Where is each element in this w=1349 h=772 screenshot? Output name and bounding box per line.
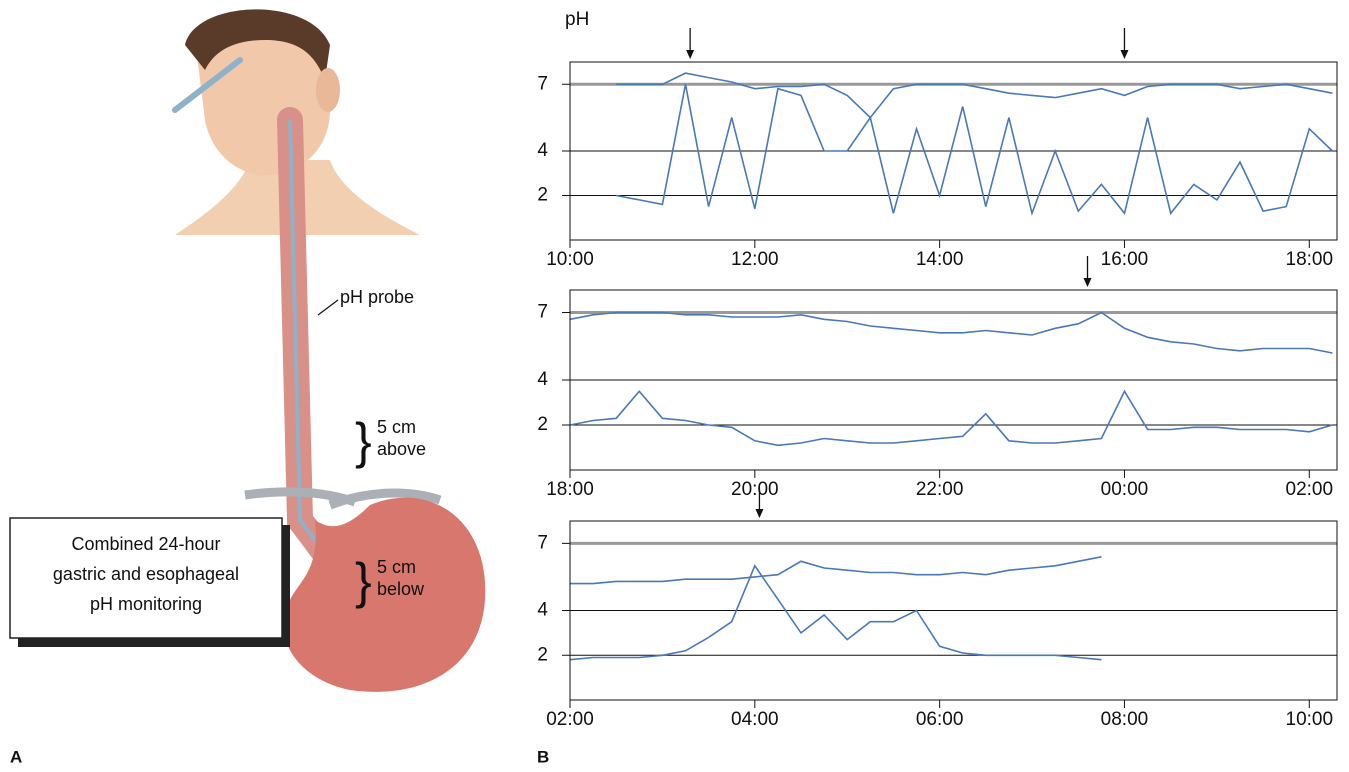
diaphragm (244, 487, 442, 510)
x-tick-label: 00:00 (1101, 479, 1149, 500)
y-tick-label: 7 (537, 532, 548, 553)
event-arrow-head (1083, 278, 1092, 287)
plot-frame (569, 289, 1338, 471)
below-label: below (377, 579, 425, 599)
event-arrow-head (755, 509, 764, 518)
x-tick-label: 08:00 (1101, 709, 1149, 730)
plot-frame (569, 520, 1338, 701)
x-tick-label: 02:00 (546, 709, 594, 730)
leader (317, 299, 339, 316)
series-line (570, 556, 1102, 585)
above-label: above (377, 439, 426, 459)
series-line (616, 84, 1333, 217)
stomach (283, 497, 486, 692)
plot-frame (569, 61, 1338, 241)
series-line (616, 72, 1333, 119)
box-text: Combined 24-hour (71, 534, 220, 554)
below-label: 5 cm (377, 557, 416, 577)
text-box (9, 517, 283, 639)
brace: } (355, 553, 372, 609)
ear (316, 68, 340, 112)
y-tick-label: 2 (537, 185, 548, 206)
series-line (569, 311, 1333, 354)
series-line (569, 389, 1333, 447)
y-tick-label: 4 (537, 600, 548, 621)
event-arrow-head (1120, 50, 1129, 59)
hair (185, 9, 330, 81)
x-tick-label: 16:00 (1101, 249, 1149, 270)
x-tick-label: 04:00 (731, 709, 779, 730)
x-tick-label: 06:00 (916, 709, 964, 730)
y-tick-label: 7 (537, 73, 548, 94)
x-tick-label: 18:00 (1286, 249, 1334, 270)
y-tick-label: 4 (537, 140, 548, 161)
series-line (569, 564, 1102, 661)
x-tick-label: 20:00 (731, 479, 779, 500)
probe-label: pH probe (340, 287, 414, 307)
panel-label: A (10, 747, 22, 766)
box-text: gastric and esophageal (53, 564, 239, 584)
event-arrow-head (686, 50, 695, 59)
x-tick-label: 12:00 (731, 249, 779, 270)
x-tick-label: 10:00 (546, 249, 594, 270)
y-axis-label: pH (565, 9, 589, 30)
x-tick-label: 14:00 (916, 249, 964, 270)
brace: } (355, 413, 372, 469)
panel-label: B (537, 747, 549, 766)
x-tick-label: 22:00 (916, 479, 964, 500)
x-tick-label: 02:00 (1286, 479, 1334, 500)
y-tick-label: 4 (537, 369, 548, 390)
tube (172, 57, 243, 113)
above-label: 5 cm (377, 417, 416, 437)
x-tick-label: 18:00 (546, 479, 594, 500)
y-tick-label: 2 (537, 414, 548, 435)
y-tick-label: 2 (537, 644, 548, 665)
y-tick-label: 7 (537, 302, 548, 323)
x-tick-label: 10:00 (1286, 709, 1334, 730)
illustration: pH probe } 5 cm above } 5 cm below Combi… (9, 9, 486, 692)
box-text: pH monitoring (90, 594, 202, 614)
